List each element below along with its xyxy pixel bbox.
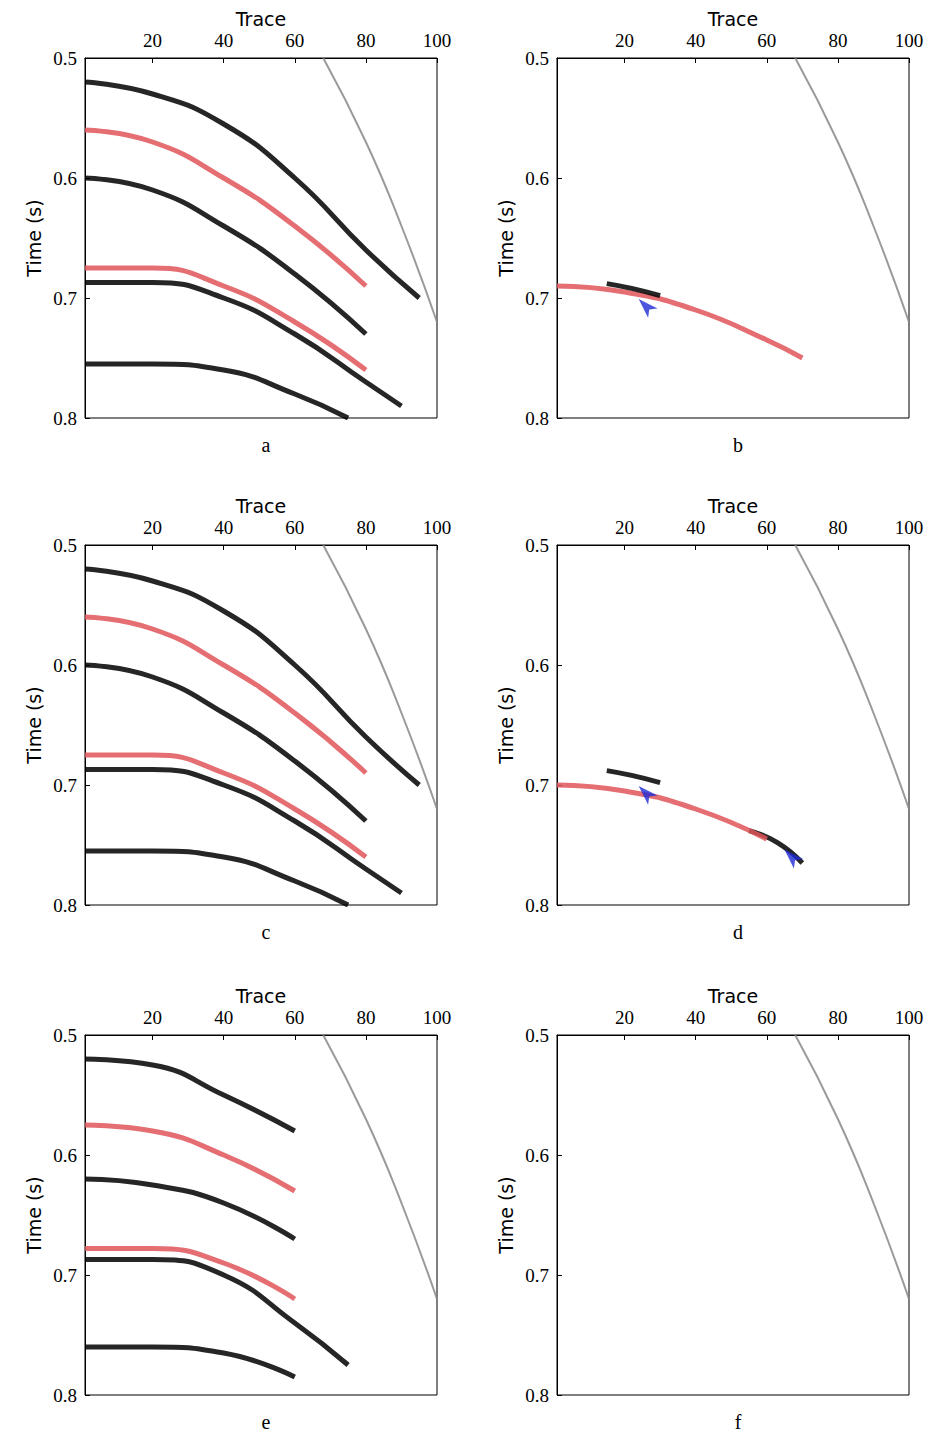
svg-text:0.7: 0.7 <box>53 775 77 796</box>
svg-text:80: 80 <box>356 30 375 51</box>
svg-text:80: 80 <box>356 517 375 538</box>
svg-text:60: 60 <box>285 517 304 538</box>
svg-text:Time (s): Time (s) <box>495 686 517 764</box>
svg-text:40: 40 <box>214 517 233 538</box>
svg-text:Time (s): Time (s) <box>495 199 517 277</box>
svg-text:c: c <box>262 921 271 943</box>
svg-text:d: d <box>733 921 743 943</box>
svg-text:0.5: 0.5 <box>53 48 77 69</box>
svg-text:40: 40 <box>686 1007 705 1028</box>
svg-text:0.7: 0.7 <box>53 288 77 309</box>
svg-text:0.5: 0.5 <box>525 1025 549 1046</box>
svg-text:Time (s): Time (s) <box>23 1176 45 1254</box>
svg-text:20: 20 <box>615 30 634 51</box>
svg-text:80: 80 <box>828 30 847 51</box>
svg-text:80: 80 <box>356 1007 375 1028</box>
svg-text:0.8: 0.8 <box>525 1385 549 1406</box>
svg-text:20: 20 <box>143 30 162 51</box>
svg-text:40: 40 <box>686 30 705 51</box>
svg-text:0.6: 0.6 <box>525 655 549 676</box>
svg-text:0.6: 0.6 <box>53 1145 77 1166</box>
svg-text:0.7: 0.7 <box>53 1265 77 1286</box>
svg-text:100: 100 <box>423 517 452 538</box>
svg-text:Trace: Trace <box>235 985 286 1007</box>
svg-text:100: 100 <box>895 517 924 538</box>
svg-text:Trace: Trace <box>707 495 758 517</box>
svg-text:20: 20 <box>143 517 162 538</box>
svg-text:100: 100 <box>895 1007 924 1028</box>
svg-text:0.7: 0.7 <box>525 775 549 796</box>
svg-text:Trace: Trace <box>235 495 286 517</box>
svg-text:60: 60 <box>285 30 304 51</box>
svg-text:100: 100 <box>423 30 452 51</box>
svg-text:b: b <box>733 434 743 456</box>
svg-text:0.8: 0.8 <box>525 408 549 429</box>
svg-text:0.6: 0.6 <box>53 655 77 676</box>
svg-text:Time (s): Time (s) <box>23 686 45 764</box>
svg-text:0.5: 0.5 <box>53 535 77 556</box>
svg-text:60: 60 <box>757 517 776 538</box>
svg-text:0.6: 0.6 <box>525 1145 549 1166</box>
svg-text:e: e <box>262 1411 271 1433</box>
svg-text:80: 80 <box>828 517 847 538</box>
svg-text:20: 20 <box>615 517 634 538</box>
svg-text:0.7: 0.7 <box>525 288 549 309</box>
svg-text:0.5: 0.5 <box>525 48 549 69</box>
svg-text:40: 40 <box>214 30 233 51</box>
svg-text:0.7: 0.7 <box>525 1265 549 1286</box>
svg-text:Trace: Trace <box>235 8 286 30</box>
svg-text:0.8: 0.8 <box>525 895 549 916</box>
svg-text:Time (s): Time (s) <box>23 199 45 277</box>
svg-text:0.5: 0.5 <box>53 1025 77 1046</box>
svg-text:Trace: Trace <box>707 985 758 1007</box>
svg-text:0.8: 0.8 <box>53 1385 77 1406</box>
svg-text:0.6: 0.6 <box>53 168 77 189</box>
svg-text:20: 20 <box>615 1007 634 1028</box>
svg-text:a: a <box>262 434 271 456</box>
svg-text:f: f <box>735 1411 742 1433</box>
svg-text:20: 20 <box>143 1007 162 1028</box>
svg-text:40: 40 <box>686 517 705 538</box>
svg-text:60: 60 <box>285 1007 304 1028</box>
svg-text:0.6: 0.6 <box>525 168 549 189</box>
svg-text:100: 100 <box>895 30 924 51</box>
svg-text:Time (s): Time (s) <box>495 1176 517 1254</box>
svg-text:0.5: 0.5 <box>525 535 549 556</box>
svg-text:40: 40 <box>214 1007 233 1028</box>
svg-text:Trace: Trace <box>707 8 758 30</box>
svg-text:100: 100 <box>423 1007 452 1028</box>
svg-text:60: 60 <box>757 30 776 51</box>
svg-text:0.8: 0.8 <box>53 408 77 429</box>
svg-text:0.8: 0.8 <box>53 895 77 916</box>
svg-text:60: 60 <box>757 1007 776 1028</box>
svg-text:80: 80 <box>828 1007 847 1028</box>
